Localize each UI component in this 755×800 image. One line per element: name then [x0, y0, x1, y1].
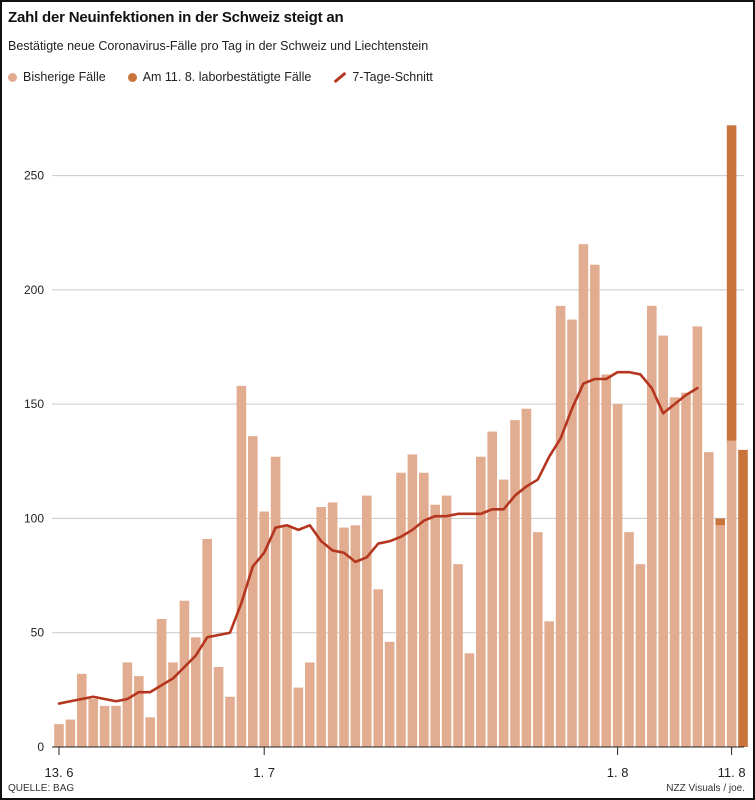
legend-swatch-bisherige: [8, 72, 17, 82]
chart-subtitle: Bestätigte neue Coronavirus-Fälle pro Ta…: [8, 39, 429, 53]
bar-bisherige: [54, 724, 64, 747]
legend-swatch-laborbestaetigt: [127, 72, 137, 82]
bar-bisherige: [259, 511, 269, 747]
bar-bisherige: [419, 472, 429, 747]
source-note: QUELLE: BAG: [8, 783, 75, 794]
bar-bisherige: [635, 564, 646, 747]
bar-bisherige: [715, 525, 725, 747]
bar-bisherige: [168, 662, 178, 747]
bar-bisherige: [77, 673, 87, 747]
bar-bisherige: [510, 420, 520, 747]
y-tick-label: 150: [24, 397, 44, 411]
bar-bisherige: [453, 564, 463, 747]
bar-bisherige: [145, 717, 155, 747]
bar-bisherige: [293, 687, 304, 747]
legend-item-bisherige: Bisherige Fälle: [8, 70, 106, 84]
line-7-tage-schnitt: [57, 370, 699, 705]
bar-bisherige: [441, 495, 452, 747]
bar-bisherige: [88, 699, 98, 747]
bar-bisherige: [236, 385, 247, 747]
bar-bisherige: [373, 589, 383, 747]
bar-bisherige: [179, 600, 190, 747]
bar-bisherige: [156, 619, 167, 747]
bar-bisherige: [544, 621, 554, 747]
bar-bisherige: [362, 495, 372, 747]
chart-legend: Bisherige Fälle Am 11. 8. laborbestätigt…: [8, 70, 455, 84]
x-tick-label: 1. 8: [607, 765, 629, 780]
legend-item-schnitt: 7-Tage-Schnitt: [333, 70, 433, 84]
bar-bisherige: [111, 705, 121, 747]
bar-bisherige: [407, 454, 418, 747]
bar-bisherige: [612, 404, 623, 747]
bar-bisherige: [99, 705, 110, 747]
y-tick-label: 50: [31, 626, 45, 640]
bar-bisherige: [282, 525, 292, 747]
bar-bisherige: [339, 527, 349, 747]
credit-note: NZZ Visuals / joe.: [666, 783, 745, 794]
bar-bisherige: [225, 696, 235, 747]
bar-bisherige: [430, 504, 440, 747]
bar-bisherige: [726, 440, 737, 747]
bar-bisherige: [647, 305, 657, 747]
bar-bisherige: [202, 539, 212, 747]
bar-bisherige: [305, 662, 315, 747]
bar-bisherige: [578, 244, 589, 747]
bar-bisherige: [270, 456, 281, 747]
bar-bisherige: [567, 319, 577, 747]
x-tick-label: 13. 6: [45, 765, 74, 780]
legend-label-schnitt: 7-Tage-Schnitt: [352, 70, 433, 84]
y-tick-label: 0: [37, 740, 44, 754]
x-tick-label: 11. 8: [718, 765, 746, 780]
bar-bisherige: [384, 641, 395, 747]
bar-bisherige: [213, 667, 224, 747]
bar-bisherige: [681, 392, 691, 747]
bar-laborbestaetigt: [715, 518, 725, 526]
bar-bisherige: [601, 374, 611, 747]
bar-bisherige: [487, 431, 497, 747]
chart-title: Zahl der Neuinfektionen in der Schweiz s…: [8, 9, 344, 26]
bar-bisherige: [134, 676, 144, 747]
bar-bisherige: [555, 305, 566, 747]
bar-bisherige: [122, 662, 133, 747]
bar-bisherige: [521, 408, 532, 747]
bar-bisherige: [316, 507, 326, 747]
legend-item-laborbestaetigt: Am 11. 8. laborbestätigte Fälle: [127, 70, 312, 84]
bar-bisherige: [65, 719, 76, 747]
bar-bisherige: [464, 653, 475, 747]
bar-bisherige: [704, 452, 714, 747]
bar-bisherige: [590, 264, 600, 747]
y-tick-label: 200: [24, 283, 44, 297]
bar-bisherige: [669, 397, 680, 747]
bar-bisherige: [248, 436, 258, 747]
bar-bisherige: [350, 525, 361, 747]
bar-bisherige: [396, 472, 406, 747]
x-tick-label: 1. 7: [253, 765, 275, 780]
bar-laborbestaetigt: [738, 449, 748, 747]
bar-laborbestaetigt: [726, 125, 737, 441]
bar-bisherige: [533, 532, 543, 747]
legend-label-bisherige: Bisherige Fälle: [23, 70, 106, 84]
legend-label-laborbestaetigt: Am 11. 8. laborbestätigte Fälle: [142, 70, 312, 84]
bar-bisherige: [498, 479, 509, 747]
y-tick-label: 250: [24, 169, 44, 183]
bar-bisherige: [658, 335, 668, 747]
y-tick-label: 100: [24, 511, 44, 525]
bar-bisherige: [191, 637, 201, 747]
bar-bisherige: [692, 326, 703, 747]
bar-bisherige: [476, 456, 486, 747]
bar-bisherige: [327, 502, 338, 747]
bar-bisherige: [624, 532, 634, 747]
